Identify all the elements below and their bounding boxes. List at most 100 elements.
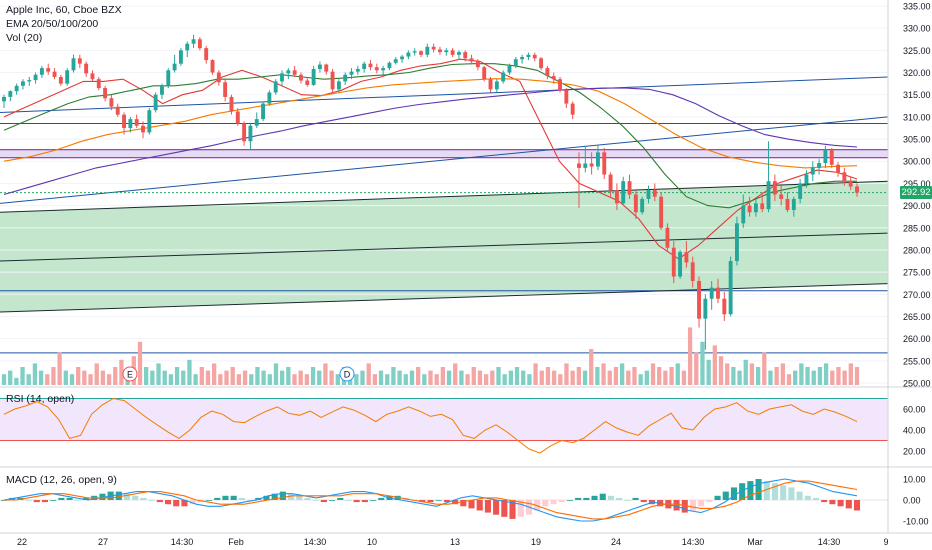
time-tick-label: 13 bbox=[450, 537, 460, 547]
time-axis[interactable]: 22 27 14:30 Feb 14:30 10 13 19 24 14:30 Mar 14:30 9 bbox=[17, 537, 889, 547]
volume-bar bbox=[8, 370, 13, 385]
volume-bar bbox=[793, 370, 798, 385]
macd-histogram-bar bbox=[263, 495, 270, 500]
candle-body bbox=[210, 60, 215, 73]
candle-body bbox=[267, 92, 272, 104]
candle-body bbox=[716, 287, 720, 299]
trend-lines bbox=[0, 76, 889, 354]
candle-body bbox=[336, 81, 341, 90]
price-tick-label: 275.00 bbox=[903, 268, 931, 278]
volume-bar bbox=[181, 370, 186, 385]
candle-body bbox=[488, 79, 493, 90]
volume-bar bbox=[830, 370, 835, 385]
candle-body bbox=[166, 70, 171, 86]
macd-histogram-bar bbox=[853, 500, 861, 511]
macd-histogram-bar bbox=[66, 497, 73, 500]
candle-body bbox=[286, 70, 291, 74]
candlesticks[interactable] bbox=[2, 34, 859, 350]
volume-bar bbox=[471, 367, 476, 385]
candle-body bbox=[178, 50, 183, 64]
macd-histogram-bar bbox=[247, 500, 254, 501]
candle-body bbox=[122, 114, 126, 128]
macd-histogram-bar bbox=[591, 495, 598, 500]
ema-100-line bbox=[3, 78, 858, 169]
volume-bar bbox=[465, 374, 470, 385]
volume-bar bbox=[774, 367, 779, 385]
candle-body bbox=[829, 150, 834, 165]
macd-histogram-bar bbox=[673, 500, 680, 511]
price-axis[interactable]: 250.00 255.00 260.00 265.00 270.00 275.00 280.… bbox=[0, 0, 932, 534]
volume-bar bbox=[514, 367, 520, 385]
volume-indicator-label[interactable]: Vol (20) bbox=[6, 32, 43, 44]
earnings-marker-glyph: E bbox=[127, 370, 133, 380]
volume-bar bbox=[94, 363, 99, 385]
candle-body bbox=[652, 190, 657, 197]
macd-histogram-bar bbox=[74, 500, 81, 501]
volume-bar bbox=[613, 367, 619, 385]
volume-bar bbox=[286, 367, 291, 385]
candle-body bbox=[469, 58, 474, 62]
candle-body bbox=[191, 39, 196, 44]
candle-body bbox=[134, 119, 139, 126]
candle-body bbox=[374, 67, 379, 71]
volume-bar bbox=[545, 367, 551, 385]
candle-body bbox=[273, 81, 278, 93]
macd-histogram-bar bbox=[329, 500, 336, 501]
price-tick-label: 255.00 bbox=[903, 356, 931, 366]
macd-histogram-bar bbox=[476, 500, 483, 511]
volume-bar bbox=[261, 370, 266, 385]
candle-body bbox=[539, 58, 544, 69]
volume-bar bbox=[848, 363, 853, 385]
candle-body bbox=[532, 54, 537, 59]
dividend-marker[interactable]: D bbox=[339, 366, 355, 382]
candle-body bbox=[261, 103, 266, 120]
volume-bar bbox=[731, 367, 736, 385]
candle-body bbox=[482, 67, 487, 80]
candle-body bbox=[463, 52, 468, 59]
volume-bar bbox=[310, 367, 316, 385]
volume-bar bbox=[527, 374, 532, 385]
volume-bar bbox=[14, 377, 19, 385]
macd-histogram-bar bbox=[304, 497, 311, 500]
macd-histogram-bar bbox=[353, 500, 360, 503]
volume-bar bbox=[298, 370, 303, 385]
volume-bar bbox=[434, 374, 439, 385]
macd-histogram-bar bbox=[370, 500, 377, 501]
macd-histogram-bar bbox=[25, 500, 32, 501]
volume-bar bbox=[477, 370, 483, 385]
time-tick-label: 22 bbox=[17, 537, 27, 547]
volume-bar bbox=[539, 370, 544, 385]
symbol-title[interactable]: Apple Inc, 60, Cboe BZX bbox=[6, 4, 122, 16]
macd-histogram-bar bbox=[132, 495, 139, 500]
rsi-label[interactable]: RSI (14, open) bbox=[6, 393, 75, 405]
macd-histogram-bar bbox=[484, 500, 491, 513]
candle-body bbox=[425, 46, 430, 55]
volume-bar bbox=[32, 363, 38, 385]
candle-body bbox=[475, 61, 480, 68]
volume-bar bbox=[317, 370, 322, 385]
candle-body bbox=[494, 81, 499, 90]
candle-body bbox=[311, 68, 316, 85]
volume-bar bbox=[224, 370, 229, 385]
candle-body bbox=[406, 52, 411, 57]
candle-body bbox=[197, 39, 202, 49]
macd-histogram-bar bbox=[164, 500, 172, 505]
earnings-marker[interactable]: E bbox=[122, 366, 138, 382]
volume-bar bbox=[26, 374, 31, 385]
macd-label[interactable]: MACD (12, 26, open, 9) bbox=[6, 474, 117, 486]
volume-bar bbox=[292, 374, 297, 385]
macd-histogram-bar bbox=[575, 497, 582, 500]
volume-bar bbox=[459, 370, 464, 385]
macd-histogram-bar bbox=[140, 497, 147, 500]
volume-bar bbox=[255, 367, 260, 385]
candle-body bbox=[804, 174, 809, 184]
candle-body bbox=[608, 174, 613, 191]
volume-bar bbox=[842, 370, 847, 385]
macd-histogram-bar bbox=[706, 500, 713, 503]
ema-indicator-label[interactable]: EMA 20/50/100/200 bbox=[6, 18, 99, 30]
candle-body bbox=[633, 194, 638, 213]
volume-bar bbox=[63, 370, 68, 385]
macd-histogram-bar bbox=[566, 500, 573, 501]
